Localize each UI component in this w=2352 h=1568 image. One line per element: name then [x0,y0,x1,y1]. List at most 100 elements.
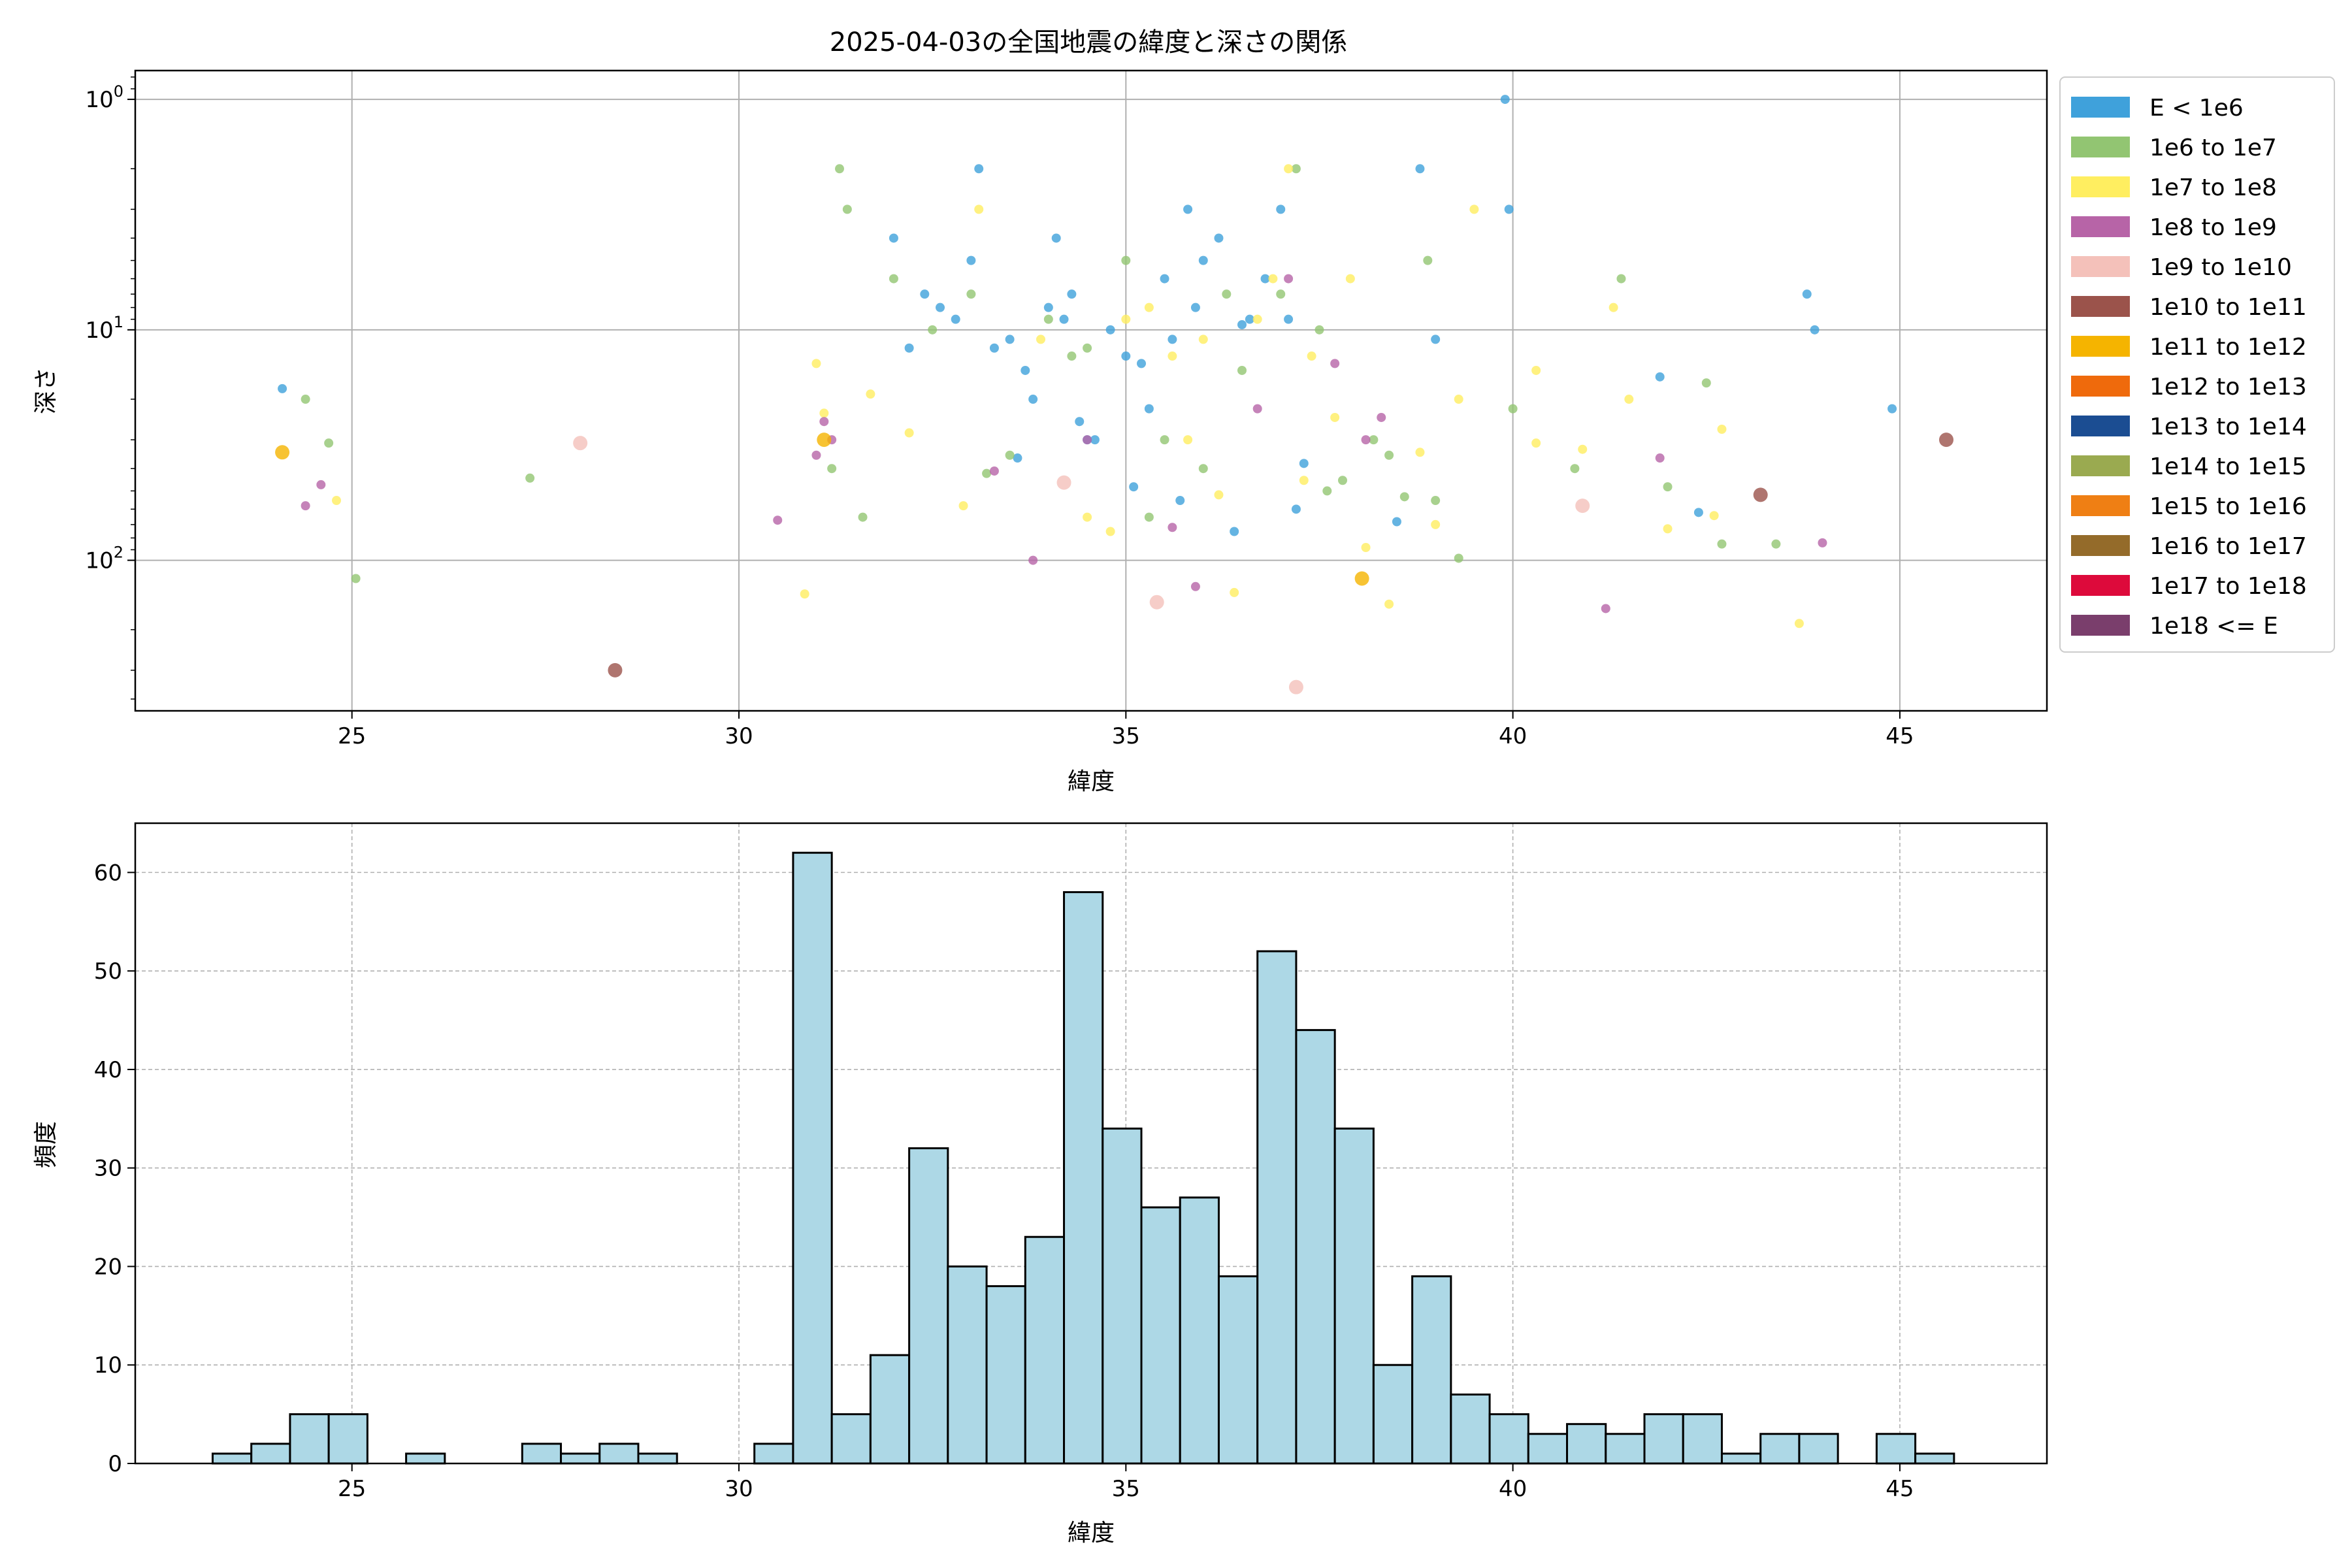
scatter-point [1028,555,1038,565]
scatter-point [1067,289,1077,299]
histogram-x-tick-label: 45 [1886,1476,1914,1502]
scatter-gridlines [135,71,2047,711]
histogram-x-tick-label: 25 [338,1476,366,1502]
scatter-x-tick-label: 40 [1499,723,1527,749]
scatter-point [1105,527,1115,536]
scatter-point [1284,274,1294,284]
scatter-point [1190,302,1200,312]
scatter-point [1299,459,1309,468]
histogram-bar [908,1147,949,1465]
scatter-point [1059,314,1069,324]
scatter-point [1230,587,1239,597]
histogram-bar [1333,1127,1375,1465]
legend-swatch [2071,495,2130,516]
scatter-point [608,662,623,678]
scatter-point [1469,204,1479,214]
scatter-point [1067,351,1077,361]
scatter-point [1252,314,1262,324]
scatter-point [1655,453,1665,463]
histogram-y-axis-label: 頻度 [33,1121,59,1168]
histogram-bar [1102,1127,1143,1465]
scatter-point [982,468,992,478]
legend-frame [2059,76,2335,653]
scatter-point [1260,274,1270,284]
scatter-point [928,325,938,335]
scatter-point [1693,508,1703,517]
legend-label: 1e11 to 1e12 [2149,334,2307,361]
scatter-point [1361,542,1371,552]
histogram-bar [869,1354,911,1465]
legend-label: 1e7 to 1e8 [2149,174,2277,201]
legend-label: 1e12 to 1e13 [2149,374,2307,400]
scatter-point [1276,204,1286,214]
scatter-point [1222,289,1232,299]
scatter-point [1237,319,1247,329]
scatter-point [301,501,310,511]
scatter-y-ticks: 100 101 102 [85,82,135,574]
scatter-point [1709,511,1719,521]
scatter-point [1338,476,1347,485]
legend-label: 1e6 to 1e7 [2149,135,2277,161]
legend-swatch [2071,256,2130,277]
scatter-point [1415,448,1425,457]
scatter-point [819,408,829,418]
legend-label: 1e9 to 1e10 [2149,254,2292,281]
scatter-point [1802,289,1812,299]
histogram-x-tick-label: 30 [725,1476,753,1502]
scatter-point [1288,679,1303,694]
scatter-y-tick-label: 100 [85,82,123,113]
scatter-point [920,289,930,299]
scatter-point [316,480,326,489]
histogram-x-tick-label: 40 [1499,1476,1527,1502]
scatter-point [1431,335,1441,344]
histogram-x-ticks: 25 30 35 40 45 [338,1463,1914,1502]
scatter-point [1369,435,1379,445]
scatter-point [889,274,898,284]
scatter-point [1214,490,1224,500]
scatter-point [1230,527,1239,536]
scatter-point [1214,233,1224,243]
scatter-point [1291,504,1301,514]
legend-swatch [2071,416,2130,436]
histogram-bar [1450,1393,1491,1465]
scatter-point [1276,289,1286,299]
scatter-point [1036,335,1045,344]
histogram-y-tick-label: 40 [94,1057,122,1083]
scatter-point [1237,365,1247,375]
histogram-bar [753,1443,794,1465]
scatter-point [1291,164,1301,174]
scatter-point [989,343,999,353]
scatter-point [1624,395,1634,404]
scatter-x-tick-label: 35 [1112,723,1140,749]
histogram-bar [1759,1433,1801,1465]
scatter-point [1384,450,1394,460]
scatter-point [1307,351,1316,361]
histogram-bar [289,1413,330,1465]
legend-swatch [2071,216,2130,237]
histogram-bar [250,1443,291,1465]
scatter-point [324,438,334,448]
histogram-bar [1605,1433,1646,1465]
scatter-point [835,164,844,174]
scatter-point [1090,435,1100,445]
histogram-bar [637,1452,678,1465]
scatter-point [1415,164,1425,174]
scatter-point [889,233,898,243]
scatter-point [1423,255,1433,265]
scatter-point [1028,395,1038,404]
scatter-point [951,314,960,324]
scatter-point [1168,523,1177,532]
scatter-point [974,164,984,174]
scatter-point [1121,314,1131,324]
histogram-x-tick-label: 35 [1112,1476,1140,1502]
legend-swatch [2071,336,2130,357]
histogram-bar [1295,1029,1336,1465]
histogram-axes-frame [134,822,2048,1465]
scatter-point [1175,495,1185,505]
scatter-point [819,417,829,427]
scatter-point [1717,539,1727,549]
histogram-bar [327,1413,368,1465]
scatter-point [811,450,821,460]
histogram-bar [211,1452,253,1465]
legend-swatch [2071,376,2130,397]
